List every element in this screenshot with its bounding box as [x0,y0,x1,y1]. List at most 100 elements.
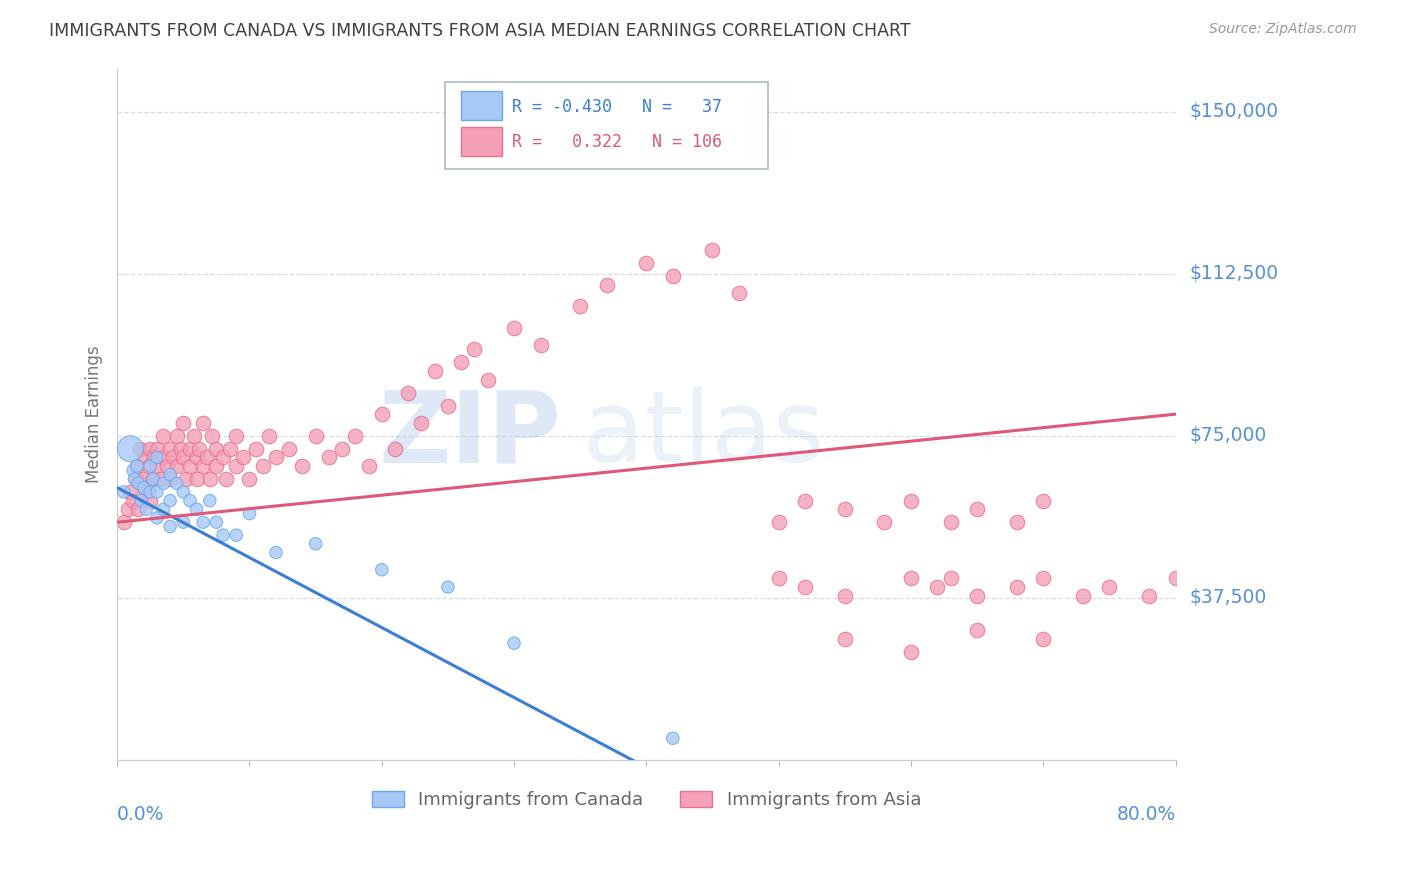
Point [662,268,685,283]
Point [129,476,152,491]
Point [264,450,287,465]
Point [212,528,235,542]
Text: $37,500: $37,500 [1189,589,1267,607]
Point [143,450,166,465]
Point [463,343,485,357]
Point [152,502,174,516]
Point [188,442,211,456]
Point [318,450,340,465]
Text: $150,000: $150,000 [1189,103,1278,121]
Point [122,493,145,508]
Point [152,450,174,465]
Point [139,458,162,473]
Point [218,442,240,456]
Point [291,458,314,473]
Point [186,502,208,516]
Point [146,442,169,456]
Point [1032,493,1054,508]
Point [966,589,988,603]
Text: ZIP: ZIP [378,386,561,483]
Point [1137,589,1160,603]
Point [1164,571,1187,585]
Point [142,472,165,486]
Point [159,493,181,508]
Point [156,458,179,473]
Point [1032,571,1054,585]
Point [225,528,247,542]
Point [1032,632,1054,646]
Point [437,580,460,594]
Point [232,450,254,465]
Point [172,515,194,529]
Point [503,636,526,650]
Point [159,467,181,482]
Point [139,442,162,456]
Point [595,277,617,292]
Point [225,458,247,473]
Point [423,364,446,378]
Point [396,385,419,400]
Point [120,442,142,456]
Point [238,472,260,486]
Point [122,463,145,477]
Point [127,502,149,516]
Point [205,442,228,456]
Point [146,485,169,500]
Point [179,458,201,473]
Point [174,472,197,486]
Point [179,493,201,508]
Point [1098,580,1121,594]
Point [900,493,922,508]
Y-axis label: Median Earnings: Median Earnings [86,345,103,483]
Point [344,429,367,443]
Point [159,472,181,486]
Point [238,507,260,521]
Point [411,416,433,430]
Point [304,429,326,443]
Point [124,472,146,486]
Point [477,373,499,387]
Text: IMMIGRANTS FROM CANADA VS IMMIGRANTS FROM ASIA MEDIAN EARNINGS CORRELATION CHART: IMMIGRANTS FROM CANADA VS IMMIGRANTS FRO… [49,22,911,40]
Point [152,476,174,491]
Point [193,458,215,473]
Point [125,458,148,473]
Point [357,458,380,473]
Point [129,493,152,508]
Text: 80.0%: 80.0% [1116,805,1175,824]
Point [437,399,460,413]
Point [135,485,157,500]
FancyBboxPatch shape [446,82,768,169]
Point [170,442,193,456]
Point [205,458,228,473]
Point [503,320,526,334]
Point [172,450,194,465]
Point [966,502,988,516]
Point [186,450,208,465]
Text: 0.0%: 0.0% [117,805,165,824]
Point [900,571,922,585]
Point [162,450,184,465]
Point [132,481,155,495]
Point [172,416,194,430]
Text: $112,500: $112,500 [1189,264,1278,284]
Point [166,429,188,443]
Point [1005,580,1028,594]
Point [330,442,353,456]
Point [159,519,181,533]
Point [117,502,139,516]
Point [146,511,169,525]
Point [529,338,551,352]
FancyBboxPatch shape [461,128,502,156]
Point [112,485,135,500]
Point [245,442,267,456]
Point [183,429,205,443]
Point [252,458,274,473]
Point [146,458,169,473]
Point [264,545,287,559]
Point [450,355,472,369]
Point [927,580,949,594]
FancyBboxPatch shape [461,91,502,120]
Point [371,407,394,421]
Point [152,429,174,443]
Point [794,493,817,508]
